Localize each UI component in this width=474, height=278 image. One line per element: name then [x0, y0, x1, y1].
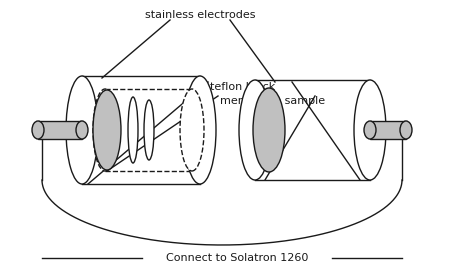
Text: teflon block: teflon block [210, 82, 275, 92]
Ellipse shape [180, 89, 204, 171]
Ellipse shape [66, 76, 98, 184]
Ellipse shape [239, 80, 271, 180]
Ellipse shape [93, 90, 121, 170]
Ellipse shape [253, 88, 285, 172]
Text: stainless electrodes: stainless electrodes [145, 10, 255, 20]
Ellipse shape [354, 80, 386, 180]
Bar [38, 121, 82, 139]
Text: Connect to Solatron 1260: Connect to Solatron 1260 [166, 253, 308, 263]
Ellipse shape [364, 121, 376, 139]
Ellipse shape [76, 121, 88, 139]
Text: membrane sample: membrane sample [220, 96, 325, 106]
Ellipse shape [144, 100, 154, 160]
Ellipse shape [184, 76, 216, 184]
Bar [370, 121, 406, 139]
Ellipse shape [128, 97, 138, 163]
Ellipse shape [32, 121, 44, 139]
Ellipse shape [400, 121, 412, 139]
Ellipse shape [93, 89, 117, 171]
